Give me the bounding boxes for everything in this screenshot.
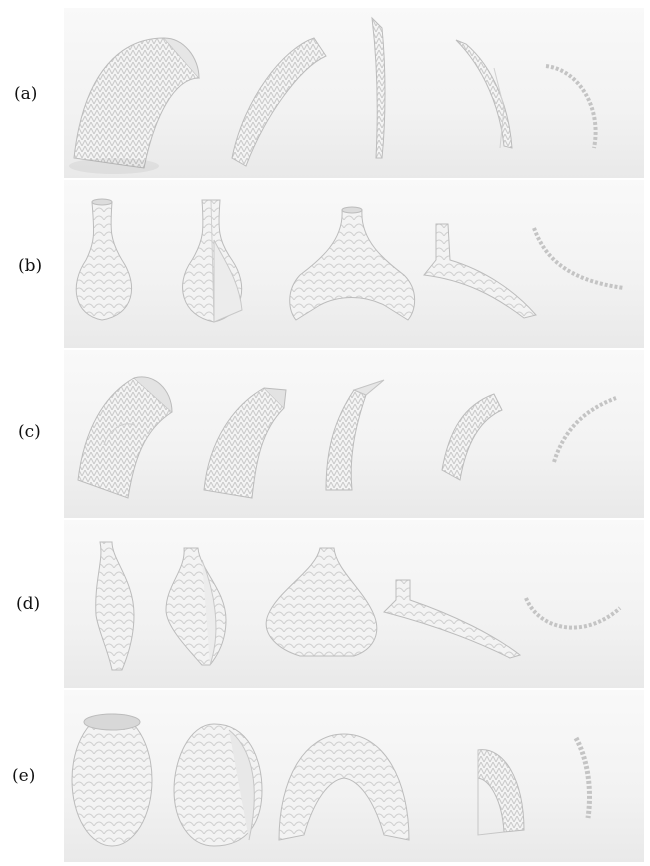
stage-c2: [203, 387, 287, 499]
render-panel-d: [64, 520, 644, 688]
stage-e2: [173, 723, 263, 847]
stage-c4: [441, 393, 503, 481]
stage-e3: [278, 733, 410, 841]
stage-a3: [371, 16, 386, 159]
stage-c5: [552, 396, 617, 463]
figure-row-e: (e): [0, 690, 650, 862]
stage-d2: [165, 547, 227, 666]
render-panel-c: [64, 350, 644, 518]
stage-a2: [231, 37, 327, 167]
stage-c1: [77, 376, 173, 499]
stage-e5: [573, 736, 592, 819]
stage-b1: [75, 198, 133, 321]
row-label-e: (e): [12, 766, 36, 786]
stage-e1: [71, 713, 153, 847]
stage-e4: [477, 749, 525, 836]
render-panel-a: [64, 8, 644, 178]
row-label-b: (b): [18, 256, 43, 276]
stage-d4: [383, 579, 522, 659]
figure-row-c: (c): [0, 350, 650, 518]
render-panel-b: [64, 180, 644, 348]
stage-c3: [325, 379, 385, 491]
stage-a4: [455, 39, 513, 149]
stage-a5: [545, 64, 598, 149]
stage-d1: [95, 541, 135, 671]
row-label-a: (a): [14, 84, 38, 104]
stage-b5: [532, 227, 625, 290]
stage-d5: [524, 597, 622, 630]
row-label-d: (d): [16, 594, 41, 614]
render-panel-e: [64, 690, 644, 862]
figure-row-d: (d): [0, 520, 650, 688]
row-label-c: (c): [18, 422, 41, 442]
figure-row-a: (a): [0, 8, 650, 178]
stage-a1: [69, 37, 201, 174]
stage-b3: [289, 206, 416, 321]
stage-b2: [182, 199, 243, 323]
stage-b4: [423, 223, 537, 319]
stage-d3: [265, 547, 378, 657]
figure-row-b: (b): [0, 180, 650, 348]
